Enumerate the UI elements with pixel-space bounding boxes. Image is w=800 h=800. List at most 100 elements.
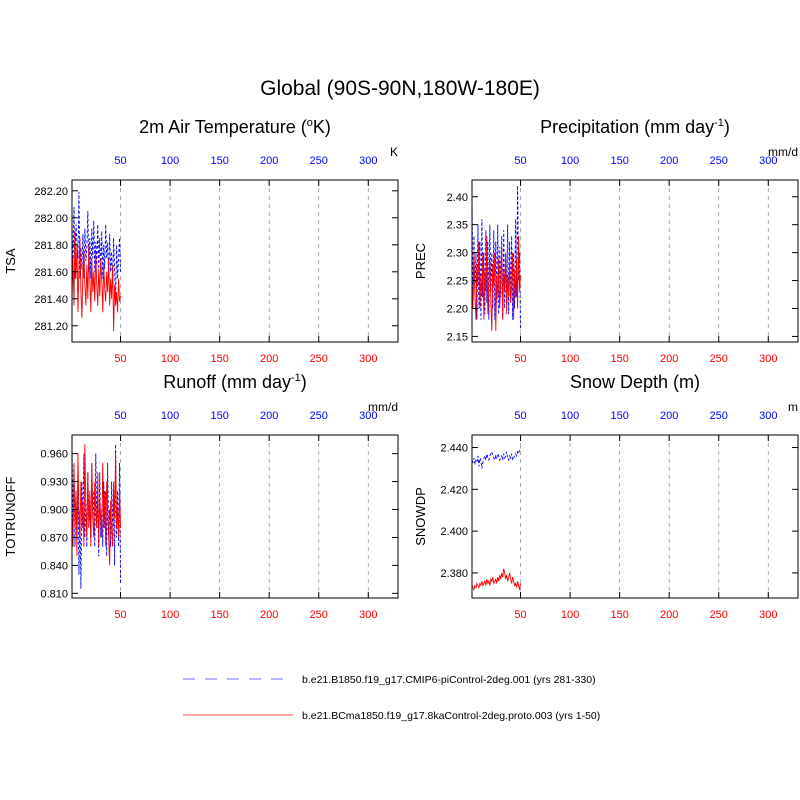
panel-title: Precipitation (mm day-1) <box>540 117 730 137</box>
x-tick-label-top: 300 <box>359 155 377 167</box>
x-tick-label-top: 200 <box>260 410 278 422</box>
x-tick-label-top: 250 <box>310 155 328 167</box>
y-tick-label: 281.40 <box>34 294 68 306</box>
y-tick-label: 0.930 <box>40 477 68 489</box>
x-tick-label: 100 <box>561 353 579 365</box>
x-tick-label-top: 300 <box>759 155 777 167</box>
series-line-8kaControl <box>471 568 521 591</box>
x-tick-label: 50 <box>114 353 126 365</box>
x-tick-label-top: 250 <box>310 410 328 422</box>
y-axis-label: SNOWDP <box>413 487 428 546</box>
y-tick-label: 2.40 <box>447 192 468 204</box>
plot-frame <box>71 179 399 343</box>
y-tick-label: 2.400 <box>440 526 468 538</box>
y-tick-label: 2.30 <box>447 248 468 260</box>
page-title: Global (90S-90N,180W-180E) <box>260 77 540 100</box>
x-tick-label: 300 <box>359 353 377 365</box>
panel-title-tail: K) <box>313 117 331 137</box>
x-tick-label: 300 <box>759 609 777 621</box>
panel-title: Snow Depth (m) <box>570 372 700 392</box>
y-tick-label: 282.20 <box>34 186 68 198</box>
x-tick-label-top: 200 <box>660 155 678 167</box>
y-tick-label: 0.960 <box>40 449 68 461</box>
x-tick-label: 250 <box>710 353 728 365</box>
x-tick-label: 200 <box>260 609 278 621</box>
x-tick-label-top: 50 <box>114 410 126 422</box>
series-line-8kaControl <box>71 231 121 332</box>
legend: b.e21.B1850.f19_g17.CMIP6-piControl-2deg… <box>183 674 600 722</box>
x-tick-label-top: 100 <box>561 410 579 422</box>
chart-panel-tsa: 2m Air Temperature (oK) K 281.20 281.40 281.… <box>3 117 399 365</box>
y-tick-label: 0.840 <box>40 560 68 572</box>
panel-title-sup: o <box>307 117 313 129</box>
panel-title-tail: ) <box>724 117 730 137</box>
x-tick-label-top: 300 <box>359 410 377 422</box>
x-tick-label: 150 <box>210 353 228 365</box>
series-line-8kaControl <box>471 235 521 331</box>
x-tick-label: 200 <box>260 353 278 365</box>
y-axis-label: TOTRUNOFF <box>3 476 18 556</box>
y-tick-label: 2.35 <box>447 220 468 232</box>
x-tick-label: 250 <box>310 609 328 621</box>
x-tick-label: 200 <box>660 609 678 621</box>
panel-title: Runoff (mm day-1) <box>163 372 307 392</box>
y-tick-label: 2.380 <box>440 568 468 580</box>
y-tick-label: 281.60 <box>34 267 68 279</box>
chart-panel-totrunoff: Runoff (mm day-1) mm/d 0.810 0.840 0.870 0.90… <box>3 372 399 621</box>
y-tick-label: 2.440 <box>440 443 468 455</box>
x-tick-label-top: 100 <box>561 155 579 167</box>
panel-title-main: Precipitation (mm day <box>540 117 714 137</box>
panel-title-main: 2m Air Temperature ( <box>139 117 307 137</box>
plot-frame <box>471 179 799 343</box>
units-label: mm/d <box>368 400 398 414</box>
x-tick-label: 300 <box>759 353 777 365</box>
y-axis-label: TSA <box>3 248 18 274</box>
x-tick-label: 50 <box>514 609 526 621</box>
x-tick-label: 150 <box>610 609 628 621</box>
series-line-piControl <box>471 185 521 331</box>
x-tick-label-top: 50 <box>514 155 526 167</box>
y-tick-label: 0.870 <box>40 532 68 544</box>
legend-label: b.e21.BCma1850.f19_g17.8kaControl-2deg.p… <box>302 710 600 722</box>
x-tick-label-top: 150 <box>210 410 228 422</box>
chart-panel-prec: Precipitation (mm day-1) mm/d 2.15 2.20 2.25… <box>413 117 799 365</box>
y-tick-label: 281.80 <box>34 240 68 252</box>
panel-title-sup: -1 <box>291 372 301 384</box>
x-tick-label-top: 150 <box>610 155 628 167</box>
units-label: m <box>788 400 798 414</box>
panel-title-tail: ) <box>301 372 307 392</box>
x-tick-label: 300 <box>359 609 377 621</box>
x-tick-label-top: 200 <box>660 410 678 422</box>
panel-title-main: Runoff (mm day <box>163 372 291 392</box>
y-tick-label: 0.900 <box>40 505 68 517</box>
x-tick-label-top: 250 <box>710 155 728 167</box>
x-tick-label: 200 <box>660 353 678 365</box>
x-tick-label-top: 150 <box>210 155 228 167</box>
x-tick-label-top: 50 <box>514 410 526 422</box>
units-label: K <box>390 145 398 159</box>
y-axis-label: PREC <box>413 243 428 279</box>
x-tick-label-top: 100 <box>161 155 179 167</box>
plot-frame <box>471 434 799 599</box>
x-tick-label: 100 <box>161 609 179 621</box>
x-tick-label: 150 <box>210 609 228 621</box>
y-tick-label: 2.420 <box>440 484 468 496</box>
panel-title: 2m Air Temperature (oK) <box>139 117 331 137</box>
x-tick-label: 100 <box>561 609 579 621</box>
plot-frame <box>71 434 399 599</box>
x-tick-label-top: 200 <box>260 155 278 167</box>
x-tick-label: 50 <box>514 353 526 365</box>
panels: 2m Air Temperature (oK) K 281.20 281.40 281.… <box>3 117 799 621</box>
y-tick-label: 0.810 <box>40 588 68 600</box>
legend-label: b.e21.B1850.f19_g17.CMIP6-piControl-2deg… <box>302 674 596 686</box>
x-tick-label: 150 <box>610 353 628 365</box>
y-tick-label: 282.00 <box>34 213 68 225</box>
chart-panel-snowdp: Snow Depth (m) m 2.380 2.400 2.420 2.440 50 50 1… <box>413 372 799 621</box>
x-tick-label: 250 <box>310 353 328 365</box>
units-label: mm/d <box>768 145 798 159</box>
x-tick-label-top: 50 <box>114 155 126 167</box>
y-tick-label: 2.25 <box>447 276 468 288</box>
y-tick-label: 2.15 <box>447 331 468 343</box>
x-tick-label: 100 <box>161 353 179 365</box>
